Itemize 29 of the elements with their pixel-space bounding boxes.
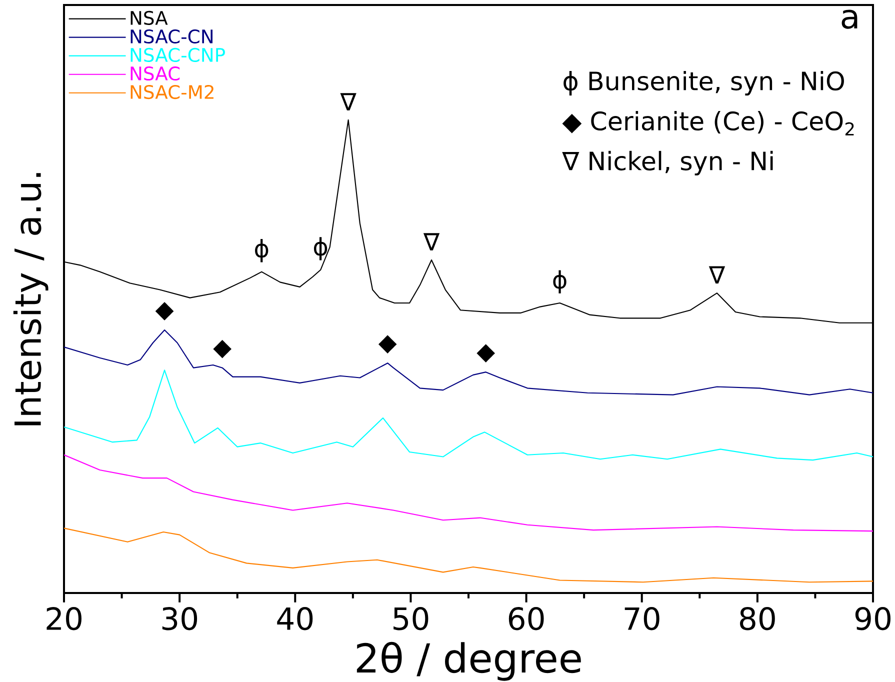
annotation: ◆ bbox=[213, 340, 232, 358]
y-axis-title: Intensity / a.u. bbox=[13, 173, 48, 426]
x-tick-label: 30 bbox=[162, 607, 198, 630]
annotation: ◆ Cerianite (Ce) - CeO$_{2}$ bbox=[562, 110, 854, 136]
x-tick-label: 70 bbox=[624, 607, 660, 630]
x-tick-label: 60 bbox=[508, 607, 544, 630]
x-tick-label: 90 bbox=[855, 607, 890, 630]
legend-label: NSAC-CNP bbox=[130, 48, 225, 62]
annotation: ∇ bbox=[708, 266, 726, 284]
annotation: ◆ bbox=[476, 344, 495, 362]
legend-label: NSAC-CN bbox=[130, 29, 212, 44]
annotation: ◆ bbox=[378, 335, 397, 354]
x-tick-label: 40 bbox=[277, 607, 313, 630]
x-tick-label: 20 bbox=[46, 607, 82, 630]
annotation: ϕ bbox=[314, 237, 328, 260]
annotation: ∇ bbox=[423, 233, 440, 250]
legend-label: NSAC bbox=[130, 66, 180, 81]
annotation: ∇ Nickel, syn - Ni bbox=[562, 150, 773, 176]
x-tick-label: 80 bbox=[740, 607, 775, 630]
x-tick-label: 50 bbox=[394, 607, 428, 630]
legend-label: NSAC-M2 bbox=[130, 84, 214, 100]
annotation: ◆ bbox=[155, 302, 174, 320]
annotation: ϕ bbox=[553, 270, 566, 294]
annotation: ∇ bbox=[340, 93, 356, 110]
x-axis-title: 2θ / degree bbox=[356, 642, 581, 681]
text: ϕ Bunsenite, syn - NiO bbox=[564, 70, 844, 96]
legend-label: NSA bbox=[130, 10, 168, 25]
text: a bbox=[842, 10, 858, 29]
annotation: ϕ bbox=[255, 238, 268, 262]
